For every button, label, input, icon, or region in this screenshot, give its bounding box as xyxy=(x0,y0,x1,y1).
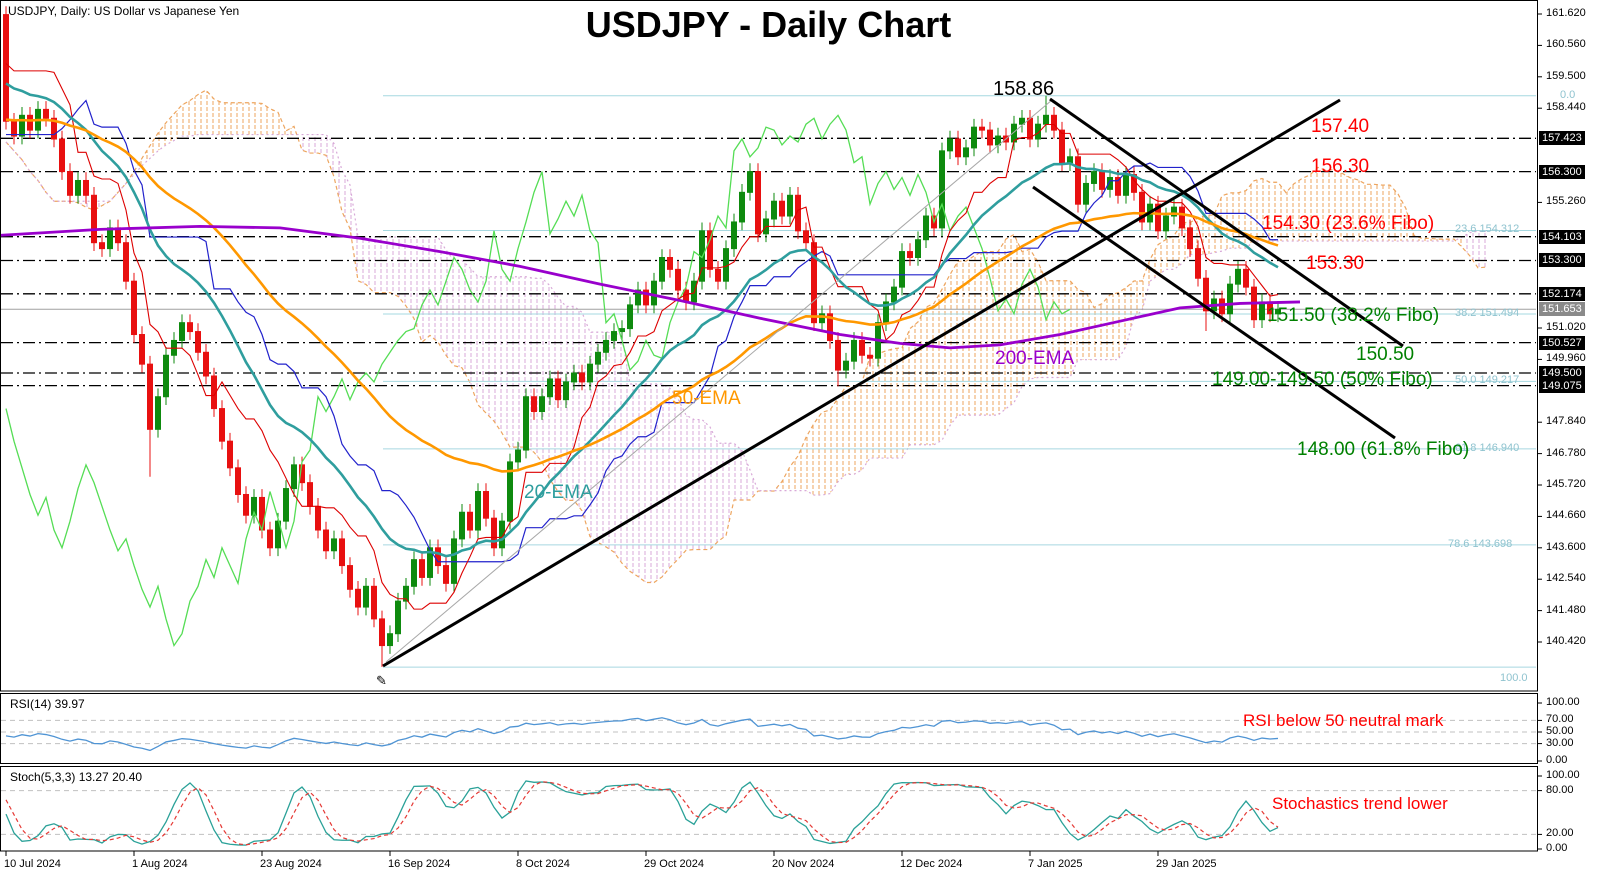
price-level-box: 154.103 xyxy=(1539,229,1585,244)
ema20-line-label: 20-EMA xyxy=(524,482,593,503)
stoch-panel-border xyxy=(0,766,1538,852)
chart-annotation: 148.00 (61.8% Fibo) xyxy=(1297,439,1470,460)
tenkan-line xyxy=(5,63,1279,610)
rsi-line xyxy=(5,717,1279,752)
rsi-panel xyxy=(1,717,1536,752)
fibo-label-100.0: 100.0 xyxy=(1500,672,1528,685)
rsi-tick: 100.00 xyxy=(1546,696,1580,708)
ema20-line xyxy=(5,82,1279,558)
price-tick: 151.020 xyxy=(1546,321,1586,333)
price-level-box: 157.423 xyxy=(1539,131,1585,146)
stoch-tick: 100.00 xyxy=(1546,769,1580,781)
price-level-box: 152.174 xyxy=(1539,286,1585,301)
stoch-tick: 80.00 xyxy=(1546,783,1574,796)
price-tick: 160.560 xyxy=(1546,38,1586,51)
price-tick: 149.960 xyxy=(1546,352,1586,365)
main-panel xyxy=(1,6,1536,668)
date-label: 16 Sep 2024 xyxy=(388,858,451,870)
price-tick: 159.500 xyxy=(1546,69,1586,82)
ema200-line xyxy=(1,224,1301,350)
date-label: 10 Jul 2024 xyxy=(4,858,61,870)
price-tick: 142.540 xyxy=(1546,572,1586,585)
rsi-tick: 30.00 xyxy=(1546,736,1574,749)
stoch-d-line xyxy=(5,781,1279,846)
fibo-label-61.8: 61.8 146.940 xyxy=(1455,441,1520,454)
rsi-annotation: RSI below 50 neutral mark xyxy=(1243,711,1444,730)
fibo-label-50.0: 50.0 149.217 xyxy=(1455,374,1520,387)
price-tick: 141.480 xyxy=(1546,603,1586,616)
ema50-line xyxy=(5,118,1279,473)
ema200-line-label: 200-EMA xyxy=(995,348,1075,369)
price-tick: 158.440 xyxy=(1546,101,1586,114)
date-label: 20 Nov 2024 xyxy=(772,858,835,870)
rsi-tick: 50.00 xyxy=(1546,725,1574,737)
date-label: 23 Aug 2024 xyxy=(260,858,322,870)
symbol-caption: USDJPY, Daily: US Dollar vs Japanese Yen xyxy=(8,4,240,18)
date-label: 1 Aug 2024 xyxy=(132,858,188,870)
ema50-line-label: 50-EMA xyxy=(672,388,741,409)
price-level-box: 149.075 xyxy=(1539,378,1585,393)
stoch-k-line xyxy=(5,780,1279,846)
price-tick: 146.780 xyxy=(1546,446,1586,459)
price-tick: 155.260 xyxy=(1546,195,1586,208)
fibo-label-78.6: 78.6 143.698 xyxy=(1448,537,1513,550)
price-level-box: 153.300 xyxy=(1539,253,1585,268)
price-level-box: 149.500 xyxy=(1539,366,1585,381)
senkou-a-line xyxy=(5,89,1487,584)
trendline-falling-channel-upper xyxy=(1049,97,1404,348)
kijun-line xyxy=(6,99,1278,563)
main-panel-border xyxy=(0,0,1538,692)
chart-annotation: 158.86 xyxy=(993,78,1055,100)
pencil-icon: ✎ xyxy=(376,673,387,688)
senkou-b-line xyxy=(5,133,1486,496)
trendline-falling-channel-lower xyxy=(1032,185,1396,440)
trendline-rising-support-thin xyxy=(385,99,1053,663)
rsi-panel-border xyxy=(0,693,1538,764)
date-label: 29 Jan 2025 xyxy=(1156,858,1217,870)
chart-annotation: 149.00-149.50 (50% Fibo) xyxy=(1212,369,1433,390)
chart-annotation: 157.40 xyxy=(1311,116,1370,137)
date-label: 7 Jan 2025 xyxy=(1028,858,1083,870)
fibo-label-38.2: 38.2 151.494 xyxy=(1455,306,1520,319)
fibo-label-0.0: 0.0 xyxy=(1560,88,1576,101)
price-tick: 144.660 xyxy=(1546,509,1586,522)
stoch-tick: 20.00 xyxy=(1546,827,1574,840)
price-level-box: 150.527 xyxy=(1539,335,1585,350)
date-label: 8 Oct 2024 xyxy=(516,858,570,870)
chikou-line xyxy=(5,114,1071,648)
stoch-panel xyxy=(1,780,1536,846)
price-tick: 161.620 xyxy=(1546,7,1586,19)
chart-annotation: 154.30 (23.6% Fibo) xyxy=(1262,213,1435,234)
stoch-indicator-label: Stoch(5,3,3) 13.27 20.40 xyxy=(10,770,143,784)
trendline-rising-support-bold xyxy=(382,98,1341,668)
chart-annotation: 156.30 xyxy=(1311,156,1370,177)
chart-title: USDJPY - Daily Chart xyxy=(585,4,952,45)
rsi-tick: 70.00 xyxy=(1546,713,1574,726)
rsi-tick: 0.00 xyxy=(1546,754,1568,766)
price-tick: 143.600 xyxy=(1546,540,1586,553)
chart-annotation: 150.50 xyxy=(1356,344,1415,365)
price-tick: 145.720 xyxy=(1546,478,1586,490)
price-level-box: 156.300 xyxy=(1539,164,1585,179)
fibo-label-23.6: 23.6 154.312 xyxy=(1455,223,1520,236)
date-label: 29 Oct 2024 xyxy=(644,858,704,870)
price-tick: 147.840 xyxy=(1546,415,1586,428)
chart-annotation: 151.50 (38.2% Fibo) xyxy=(1267,305,1440,326)
price-tick: 140.420 xyxy=(1546,635,1586,647)
date-label: 12 Dec 2024 xyxy=(900,858,963,870)
rsi-indicator-label: RSI(14) 39.97 xyxy=(10,697,85,711)
stoch-annotation: Stochastics trend lower xyxy=(1272,794,1448,813)
current-price-box: 151.653 xyxy=(1539,302,1585,317)
chart-annotation: 153.30 xyxy=(1306,253,1365,274)
stoch-tick: 0.00 xyxy=(1546,842,1568,854)
